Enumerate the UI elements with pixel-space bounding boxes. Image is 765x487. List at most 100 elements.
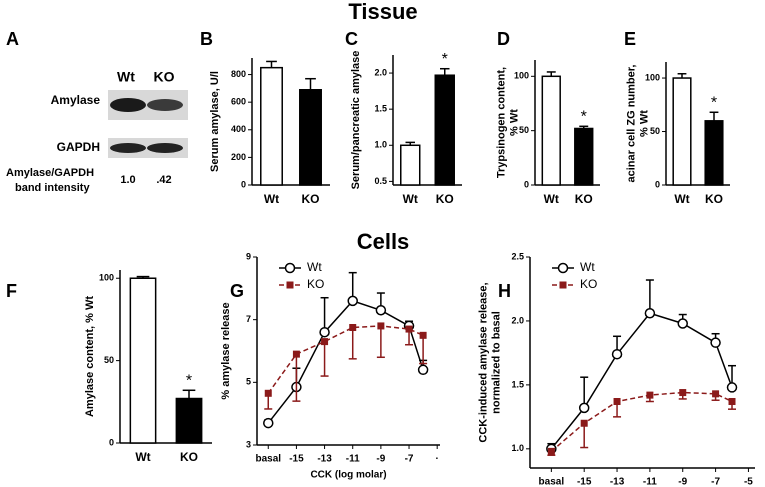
marker	[726, 382, 738, 393]
y-tick-label: 600	[231, 97, 246, 107]
marker	[712, 390, 720, 398]
legend-label: KO	[307, 277, 324, 291]
panel-letter: B	[200, 29, 213, 49]
bar	[541, 75, 561, 186]
bar	[299, 89, 322, 186]
marker	[728, 398, 736, 406]
significance: *	[581, 109, 587, 126]
x-tick-label: -13	[610, 477, 625, 487]
band-label: Amylase	[51, 93, 101, 107]
y-tick-label: 9	[246, 251, 251, 261]
x-tick-label: Wt	[674, 192, 689, 206]
y-tick-label: 100	[99, 273, 114, 283]
quantity-label: band intensity	[15, 182, 90, 194]
x-tick-label: Wt	[264, 192, 279, 206]
bar	[434, 74, 455, 186]
x-tick-label: -11	[643, 477, 657, 487]
bar	[400, 144, 421, 186]
marker	[578, 402, 590, 414]
legend-label: Wt	[307, 260, 322, 274]
panel-letter: G	[230, 281, 244, 301]
x-tick-label: KO	[705, 192, 723, 206]
x-tick-label: -7	[405, 454, 414, 465]
y-axis-label: Serum/pancreatic amylase	[350, 51, 362, 190]
legend-marker	[286, 281, 294, 289]
marker	[710, 337, 721, 348]
x-tick-label: ·	[436, 454, 439, 465]
bar	[175, 397, 203, 444]
y-tick-label: 2.0	[511, 315, 524, 325]
bar	[704, 120, 724, 186]
section-title: Cells	[357, 229, 410, 254]
y-axis-label: CCK-induced amylase release,	[477, 282, 489, 442]
lane-label: KO	[154, 69, 175, 85]
y-tick-label: 0	[655, 179, 660, 189]
marker	[644, 308, 656, 319]
y-tick-label: 3	[246, 439, 251, 449]
x-axis-label: CCK (log molar)	[310, 470, 386, 481]
blot-band	[147, 99, 183, 111]
panel-letter: F	[6, 281, 17, 301]
panel-letter: E	[624, 29, 636, 49]
bar	[672, 77, 692, 186]
y-tick-label: 50	[519, 125, 529, 135]
marker	[419, 331, 427, 339]
y-tick-label: 50	[650, 126, 660, 136]
y-tick-label: 100	[645, 72, 660, 82]
y-tick-label: 50	[104, 355, 114, 365]
y-axis-label: Amylase content, % Wt	[84, 296, 96, 417]
y-tick-label: 1.0	[511, 443, 524, 453]
series-line	[267, 325, 424, 394]
x-tick-label: Wt	[403, 192, 418, 206]
significance: *	[186, 372, 192, 389]
bar	[129, 277, 157, 444]
legend-marker	[559, 281, 567, 289]
y-tick-label: 5	[246, 377, 251, 387]
marker	[405, 325, 413, 333]
y-axis-label: Serum amylase, U/l	[209, 71, 221, 172]
series-line	[550, 391, 733, 452]
marker	[580, 419, 588, 427]
marker	[292, 350, 300, 358]
bar	[574, 127, 594, 186]
x-tick-label: KO	[436, 192, 454, 206]
legend-marker	[284, 262, 296, 274]
y-tick-label: 100	[514, 71, 529, 81]
y-tick-label: 0	[109, 437, 114, 447]
x-tick-label: basal	[539, 477, 565, 487]
marker	[613, 398, 621, 406]
panel-letter: A	[6, 29, 19, 49]
x-tick-label: -5	[744, 477, 753, 487]
y-tick-label: 0	[524, 179, 529, 189]
y-tick-label: 1.5	[511, 379, 524, 389]
y-axis-label: acinar cell ZG number,	[625, 65, 637, 183]
blot-band	[110, 98, 146, 112]
marker	[375, 305, 387, 316]
y-tick-label: 1.0	[374, 140, 387, 150]
y-axis-label: % Wt	[638, 110, 650, 137]
y-axis-label: normalized to basal	[490, 311, 502, 414]
marker	[319, 326, 330, 338]
y-tick-label: 400	[231, 124, 246, 134]
x-tick-label: Wt	[544, 192, 559, 206]
y-tick-label: 0.5	[374, 176, 387, 186]
x-tick-label: basal	[255, 454, 281, 465]
y-tick-label: 1.5	[374, 104, 387, 114]
y-axis-label: Trypsinogen content,	[495, 67, 507, 178]
x-tick-label: -9	[678, 477, 687, 487]
panel-letter: H	[498, 281, 511, 301]
marker	[547, 447, 555, 455]
marker	[679, 389, 687, 397]
y-axis-label: % Wt	[508, 109, 520, 136]
marker	[347, 295, 358, 307]
significance: *	[711, 94, 717, 111]
blot-band	[110, 143, 146, 153]
x-tick-label: KO	[180, 450, 198, 464]
legend-label: KO	[580, 277, 597, 291]
y-tick-label: 800	[231, 69, 246, 79]
intensity: 1.0	[120, 174, 135, 186]
series-line	[267, 299, 424, 424]
marker	[263, 417, 274, 429]
marker	[349, 324, 357, 331]
